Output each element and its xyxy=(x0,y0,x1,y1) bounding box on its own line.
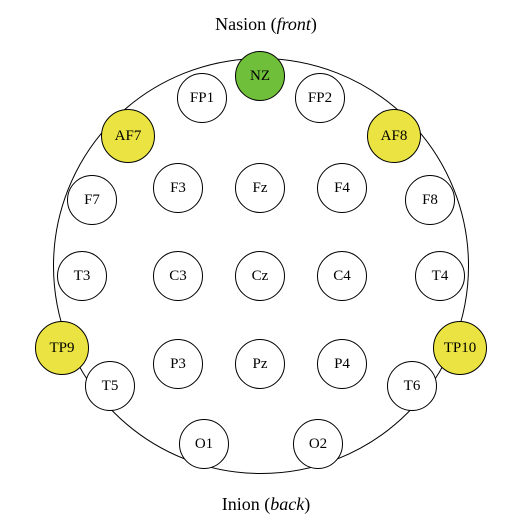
electrode-f8: F8 xyxy=(405,175,455,225)
nasion-prefix: Nasion ( xyxy=(215,14,277,34)
inion-suffix: ) xyxy=(304,494,310,514)
electrode-nz: NZ xyxy=(235,51,285,101)
nasion-label: Nasion (front) xyxy=(0,14,532,35)
electrode-fp2: FP2 xyxy=(295,73,345,123)
electrode-fp1: FP1 xyxy=(177,73,227,123)
electrode-o1: O1 xyxy=(179,419,229,469)
electrode-p3: P3 xyxy=(153,339,203,389)
electrode-f7: F7 xyxy=(67,175,117,225)
electrode-c3: C3 xyxy=(153,251,203,301)
inion-italic: back xyxy=(270,494,304,514)
electrode-f4: F4 xyxy=(317,163,367,213)
electrode-t3: T3 xyxy=(57,251,107,301)
electrode-af8: AF8 xyxy=(367,109,421,163)
electrode-pz: Pz xyxy=(235,339,285,389)
nasion-suffix: ) xyxy=(311,14,317,34)
electrode-cz: Cz xyxy=(235,251,285,301)
electrode-t5: T5 xyxy=(85,361,135,411)
electrode-f3: F3 xyxy=(153,163,203,213)
electrode-af7: AF7 xyxy=(101,109,155,163)
nasion-italic: front xyxy=(277,14,311,34)
electrode-t4: T4 xyxy=(415,251,465,301)
inion-label: Inion (back) xyxy=(0,494,532,515)
electrode-tp9: TP9 xyxy=(35,321,89,375)
inion-prefix: Inion ( xyxy=(222,494,271,514)
electrode-c4: C4 xyxy=(317,251,367,301)
electrode-t6: T6 xyxy=(387,361,437,411)
electrode-o2: O2 xyxy=(293,419,343,469)
electrode-p4: P4 xyxy=(317,339,367,389)
electrode-tp10: TP10 xyxy=(433,321,487,375)
electrode-fz: Fz xyxy=(235,163,285,213)
